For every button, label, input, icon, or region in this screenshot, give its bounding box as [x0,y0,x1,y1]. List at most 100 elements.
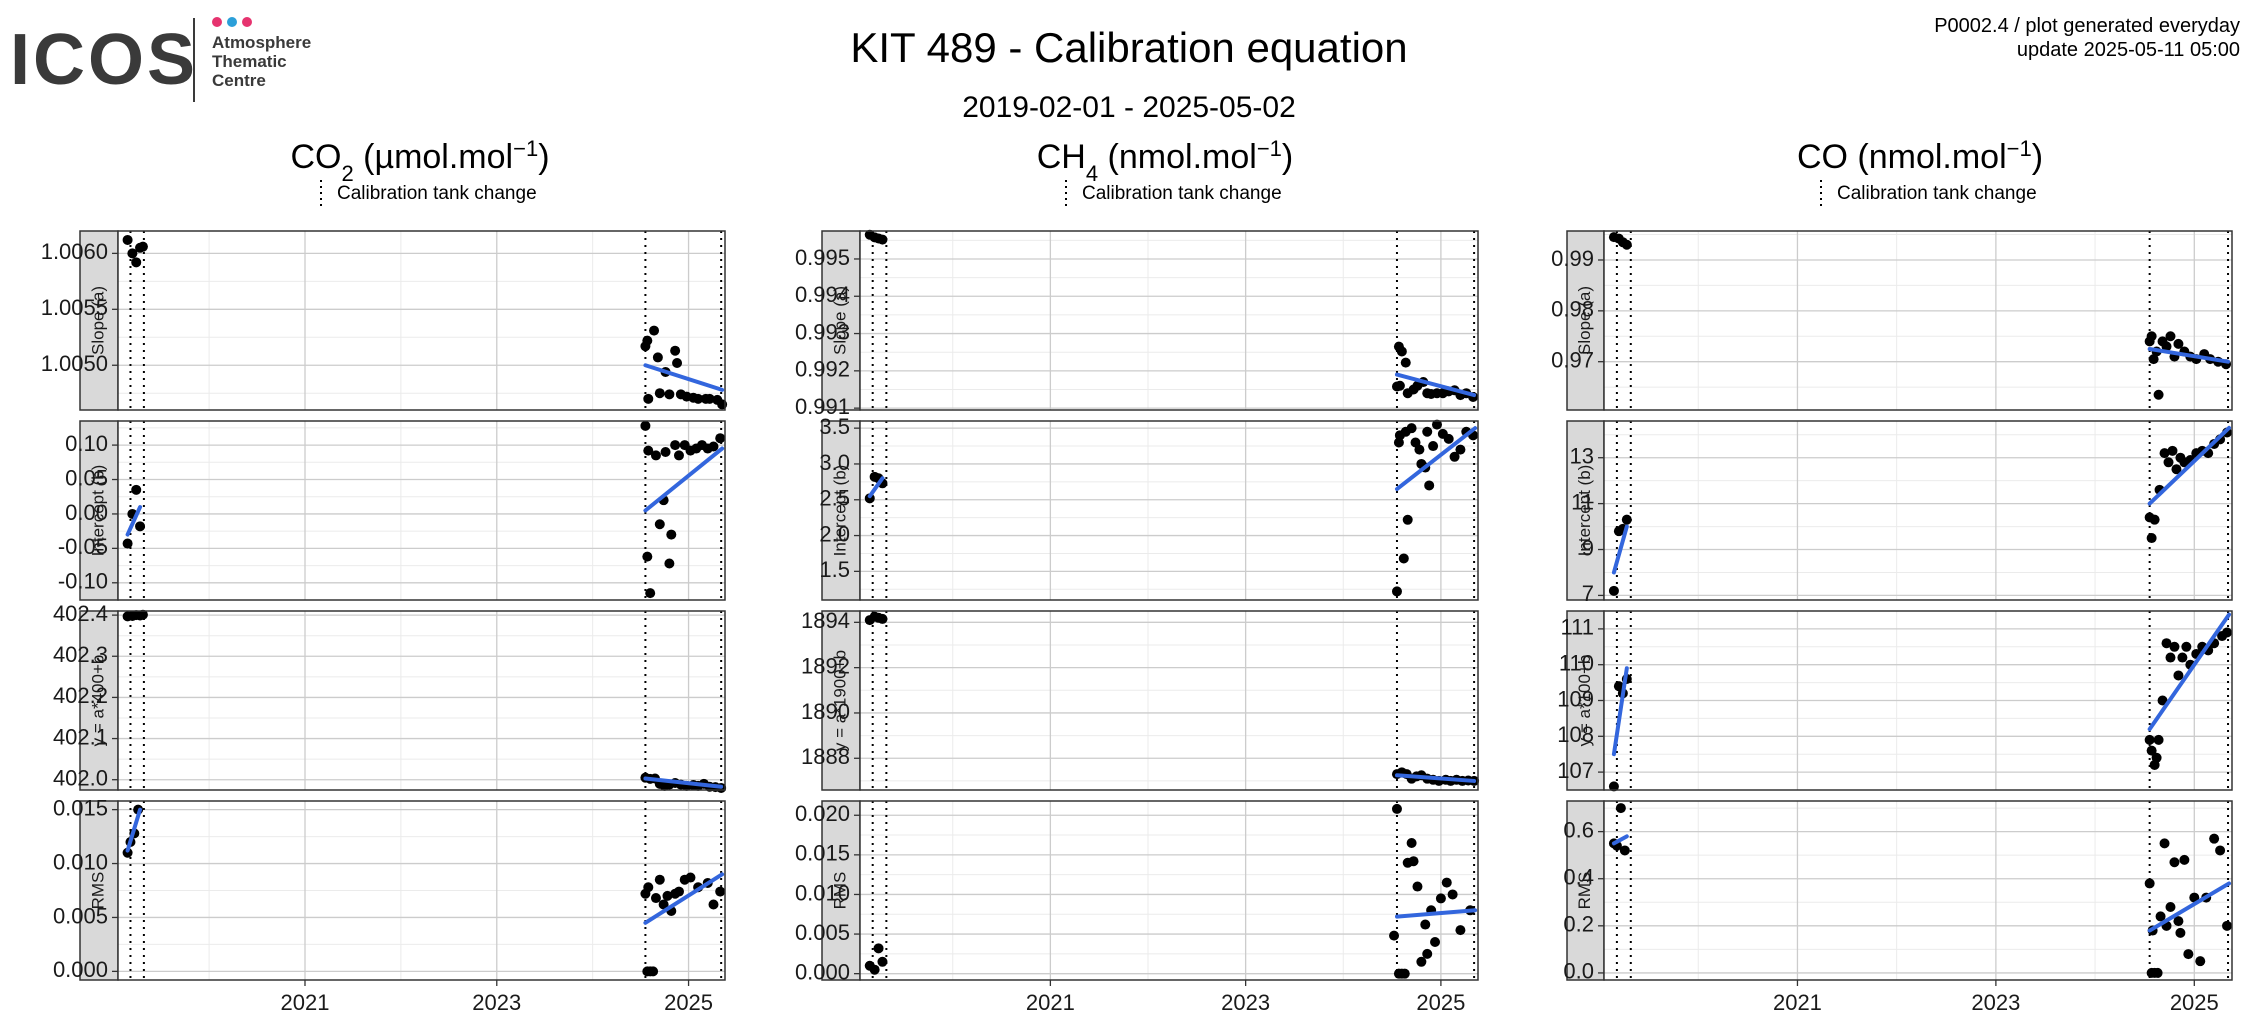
data-point [715,433,726,444]
data-point [1424,480,1435,491]
fit-line [1611,666,1629,757]
data-point [127,248,138,259]
data-point [2183,949,2194,960]
plot-background [118,611,725,790]
plot-background [860,611,1478,790]
x-tick-label: 2021 [1026,990,1075,1015]
y-tick-label: 1894 [801,608,850,633]
y-tick-label: 402.3 [53,642,108,667]
logo-sub-3: Centre [212,71,266,90]
data-point [2163,457,2174,468]
data-point [137,609,148,620]
y-tick-label: 0.005 [795,920,850,945]
logo-sub-2: Thematic [212,52,287,71]
logo-dot-3 [242,17,252,27]
data-point [666,529,677,540]
facet-strip [79,420,119,601]
facet-strip [79,610,119,791]
fit-line [2147,425,2232,506]
data-point [664,389,675,400]
data-point [693,393,704,404]
column-title-sup-1: −1 [1257,136,1282,161]
y-tick-label: 0.010 [795,880,850,905]
y-tick-label: 109 [1557,686,1594,711]
panel-1-0: Slope (a) 0.991 0.992 0.993 0.994 0.995 [795,229,1479,419]
logo-dot-2 [227,17,237,27]
facet-strip [1566,230,1605,411]
plot-border [859,230,1479,411]
data-point [2181,641,2192,652]
y-tick-label: 1888 [801,744,850,769]
y-tick-label: 402.2 [53,683,108,708]
data-point [1435,893,1446,904]
data-point [1615,803,1626,814]
x-tick-label: 2025 [1416,990,1465,1015]
data-point [1398,553,1409,564]
y-tick-label: 0.005 [53,903,108,928]
x-tick-label: 2023 [1971,990,2020,1015]
data-point [708,899,719,910]
y-tick-label: 13 [1570,444,1594,469]
data-point [2149,514,2160,525]
y-tick-label: 0.05 [65,465,108,490]
data-point [670,345,681,356]
x-tick-label: 2023 [1221,990,1270,1015]
facet-strip [1566,420,1605,601]
plot-border [859,420,1479,601]
panel-2-1: Intercept (b) 7 9 11 13 [1566,420,2233,606]
figure-title: KIT 489 - Calibration equation [850,24,1407,71]
y-tick-label: 0.6 [1563,817,1594,842]
plot-background [1604,421,2232,600]
plot-border [859,800,1479,981]
y-tick-label: 2.0 [819,521,850,546]
data-point [2171,464,2182,475]
data-point [1422,426,1433,437]
data-point [2146,745,2157,756]
fit-line [1611,524,1629,575]
y-tick-label: 402.4 [53,601,108,626]
data-point [1621,514,1632,525]
y-tick-label: 1.0050 [41,351,108,376]
facet-strip [821,230,861,411]
data-point [670,440,681,451]
y-tick-label: 0.2 [1563,912,1594,937]
fit-line [2147,881,2232,933]
panel-1-3: RMS 0.000 0.005 0.010 0.015 0.020 2021 2023 2025 [795,800,1479,1015]
data-point [650,893,661,904]
column-title-2: CO (nmol.mol−1) [1797,136,2043,177]
data-point [1455,444,1466,455]
data-point [1430,936,1441,947]
data-point [1431,419,1442,430]
plot-background [1604,801,2232,980]
y-tick-label: 0.995 [795,245,850,270]
x-tick-label: 2025 [2170,990,2219,1015]
plot-border [117,420,726,601]
y-tick-label: 0.015 [53,795,108,820]
data-point [660,446,671,457]
plot-border [117,610,726,791]
data-point [2173,338,2184,349]
data-point [873,943,884,954]
y-tick-label: 0.99 [1551,246,1594,271]
data-point [654,874,665,885]
column-title-sup-2: −1 [2007,136,2032,161]
plot-background [860,231,1478,410]
y-tick-label: 0.020 [795,801,850,826]
data-point [2179,854,2190,865]
data-point [2189,892,2200,903]
data-point [1619,845,1630,856]
y-tick-label: 1890 [801,699,850,724]
data-point [2215,845,2226,856]
y-tick-label: 110 [1559,651,1594,676]
data-point [1400,357,1411,368]
data-point [2169,641,2180,652]
data-point [2222,920,2233,931]
y-tick-label: 0.994 [795,282,850,307]
fit-line [2147,346,2231,364]
plot-background [860,421,1478,600]
y-tick-label: 0.992 [795,357,850,382]
plot-background [860,801,1478,980]
data-point [654,519,665,530]
fit-line [1394,426,1478,492]
